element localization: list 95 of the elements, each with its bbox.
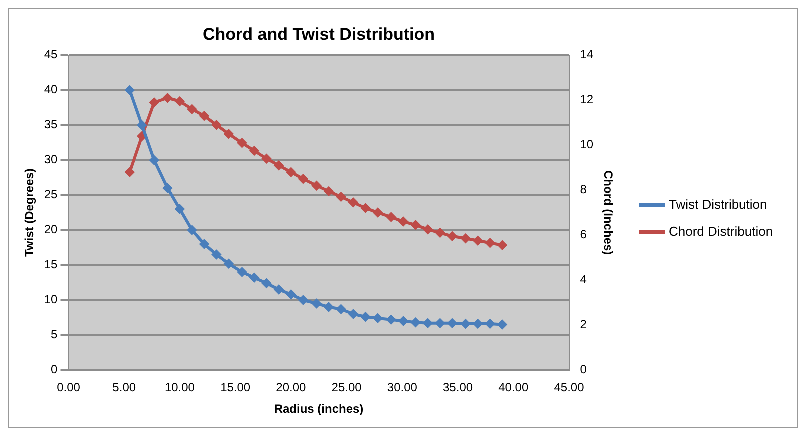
point bbox=[250, 273, 259, 282]
y-tick-label: 5 bbox=[51, 328, 58, 342]
point bbox=[324, 186, 334, 196]
point bbox=[224, 130, 234, 139]
point bbox=[411, 220, 420, 230]
point bbox=[424, 225, 432, 234]
point bbox=[250, 146, 259, 156]
y-axis-title: Twist (Degrees) bbox=[22, 168, 37, 258]
x-tick-label: 0.00 bbox=[57, 380, 81, 395]
point bbox=[348, 310, 358, 319]
point bbox=[274, 285, 284, 294]
point bbox=[188, 226, 197, 235]
y-tick-label: 30 bbox=[44, 152, 58, 167]
point bbox=[373, 208, 382, 218]
y-tick-label: 15 bbox=[44, 258, 58, 272]
x-tick-label: 15.00 bbox=[220, 380, 251, 395]
y2-tick-label: 12 bbox=[580, 92, 594, 107]
point bbox=[150, 98, 159, 108]
point bbox=[436, 318, 445, 328]
point bbox=[448, 318, 457, 328]
x-tick-label: 45.00 bbox=[554, 380, 585, 395]
point bbox=[175, 96, 184, 106]
point bbox=[486, 238, 495, 248]
point bbox=[498, 320, 508, 330]
y2-axis-title: Chord (Inches) bbox=[601, 170, 616, 256]
point bbox=[150, 156, 159, 165]
point bbox=[336, 304, 346, 314]
y-tick-label: 25 bbox=[44, 188, 58, 202]
point bbox=[238, 138, 247, 148]
point bbox=[399, 217, 408, 226]
point bbox=[498, 240, 508, 250]
point bbox=[163, 184, 172, 193]
y2-tick-label: 4 bbox=[580, 272, 588, 287]
point bbox=[238, 268, 247, 277]
x-tick-label: 5.00 bbox=[112, 380, 136, 395]
chart-title: Chord and Twist Distribution bbox=[203, 24, 435, 44]
point bbox=[373, 314, 382, 323]
point bbox=[298, 296, 308, 305]
y2-tick-label: 10 bbox=[580, 138, 594, 152]
point bbox=[361, 204, 370, 213]
point bbox=[386, 212, 396, 222]
point bbox=[436, 228, 445, 238]
y-tick-label: 40 bbox=[44, 82, 58, 97]
point bbox=[386, 315, 396, 324]
legend-label: Chord Distribution bbox=[669, 224, 774, 239]
point bbox=[312, 299, 322, 308]
point bbox=[138, 120, 147, 130]
y2-tick-label: 14 bbox=[580, 48, 594, 62]
x-axis-title: Radius (inches) bbox=[274, 402, 364, 416]
y2-tick-label: 0 bbox=[580, 362, 588, 377]
y2-tick-label: 8 bbox=[580, 182, 588, 197]
point bbox=[399, 316, 408, 326]
point bbox=[212, 250, 222, 260]
point bbox=[461, 234, 470, 244]
point bbox=[125, 86, 134, 95]
y-tick-label: 45 bbox=[44, 48, 58, 62]
point bbox=[298, 174, 308, 184]
y-tick-label: 35 bbox=[44, 118, 58, 132]
point bbox=[175, 204, 184, 214]
point bbox=[200, 112, 209, 121]
x-tick-label: 25.00 bbox=[332, 380, 362, 395]
y2-tick-label: 6 bbox=[580, 228, 588, 242]
point bbox=[262, 154, 272, 164]
point bbox=[348, 198, 358, 208]
x-tick-label: 20.00 bbox=[276, 380, 307, 395]
point bbox=[125, 168, 134, 177]
point bbox=[474, 236, 483, 246]
x-tick-label: 10.00 bbox=[164, 380, 196, 395]
y-tick-label: 20 bbox=[44, 222, 58, 237]
point bbox=[448, 232, 457, 241]
point bbox=[286, 290, 296, 300]
point bbox=[286, 168, 296, 177]
y2-tick-label: 2 bbox=[580, 318, 588, 332]
point bbox=[424, 318, 432, 328]
point bbox=[361, 312, 370, 322]
legend-label: Twist Distribution bbox=[669, 197, 768, 212]
point bbox=[461, 320, 470, 329]
point bbox=[336, 192, 346, 202]
x-tick-label: 30.00 bbox=[387, 380, 418, 395]
point bbox=[212, 120, 222, 130]
point bbox=[188, 104, 197, 114]
point bbox=[262, 278, 272, 288]
y-tick-label: 0 bbox=[51, 362, 58, 377]
y-tick-label: 10 bbox=[44, 292, 58, 307]
point bbox=[411, 318, 420, 328]
x-tick-label: 35.00 bbox=[443, 380, 474, 395]
point bbox=[224, 259, 234, 268]
x-tick-label: 40.00 bbox=[498, 380, 529, 395]
point bbox=[486, 320, 495, 329]
point bbox=[163, 94, 172, 103]
point bbox=[324, 302, 334, 312]
point bbox=[474, 320, 483, 329]
point bbox=[312, 181, 322, 190]
point bbox=[274, 161, 284, 170]
point bbox=[200, 240, 209, 249]
